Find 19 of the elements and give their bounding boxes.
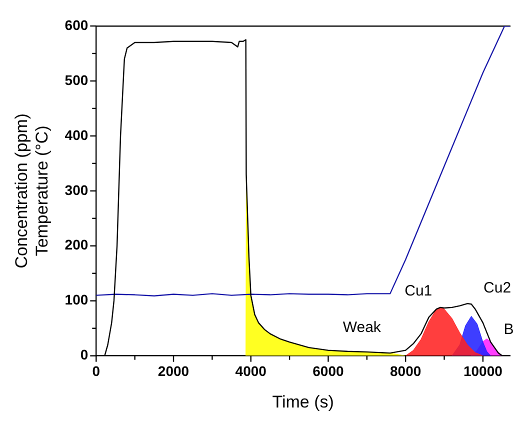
- series-label: Cu1: [404, 282, 432, 300]
- y-tick-label: 100: [64, 292, 88, 308]
- y-tick-label: 400: [64, 126, 88, 143]
- y-tick-label: 600: [64, 16, 88, 33]
- y-axis-title: Concentration (ppm) Temperature (°C): [12, 113, 52, 268]
- x-tick-label: 4000: [235, 363, 267, 380]
- x-axis-title: Time (s): [272, 392, 334, 412]
- x-tick-label: 6000: [312, 363, 344, 380]
- x-tick-label: 8000: [390, 363, 422, 380]
- series-label: Cu2: [484, 279, 512, 296]
- y-tick-label: 0: [80, 346, 88, 363]
- series-label: Weak: [342, 319, 382, 336]
- y-tick-label: 200: [64, 236, 88, 253]
- y-tick-label: 300: [64, 182, 88, 198]
- x-tick-label: 10000: [463, 363, 503, 380]
- x-tick-label: 0: [92, 363, 100, 380]
- series-label: B: [504, 320, 514, 338]
- y-tick-label: 500: [64, 72, 88, 88]
- x-tick-label: 2000: [158, 363, 190, 380]
